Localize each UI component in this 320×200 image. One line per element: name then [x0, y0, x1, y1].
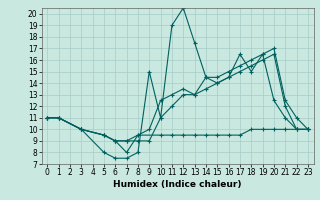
X-axis label: Humidex (Indice chaleur): Humidex (Indice chaleur) [113, 180, 242, 189]
